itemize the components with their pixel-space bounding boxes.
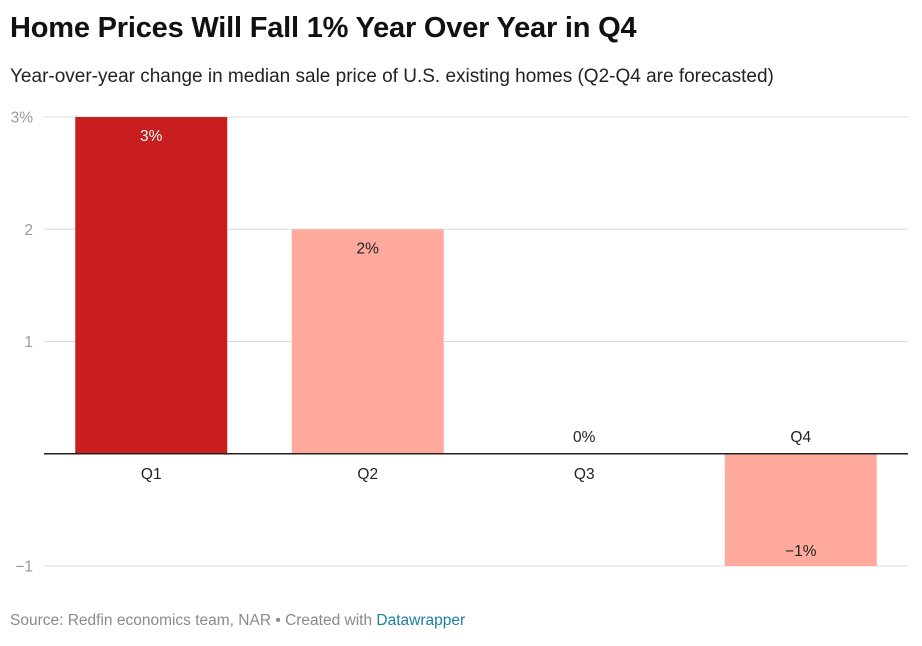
- category-label: Q3: [574, 466, 595, 483]
- bar-chart: 3% 2 1 −1 3% 2% 0% −1% Q1 Q2 Q3 Q4: [11, 110, 908, 576]
- datawrapper-link[interactable]: Datawrapper: [376, 612, 466, 629]
- y-tick-label: −1: [15, 559, 33, 576]
- bar-q4: [724, 453, 877, 566]
- y-tick-label: 2: [24, 222, 33, 239]
- y-tick-label: 3%: [11, 110, 34, 127]
- y-tick-label: 1: [24, 334, 33, 351]
- y-axis-ticks: 3% 2 1 −1: [11, 110, 34, 576]
- chart-subtitle: Year-over-year change in median sale pri…: [10, 66, 774, 87]
- data-labels: 3% 2% 0% −1%: [140, 128, 817, 560]
- category-label: Q4: [790, 429, 811, 446]
- bar-q2: [291, 229, 444, 454]
- bars: [75, 117, 877, 566]
- bar-q1: [75, 117, 228, 454]
- category-label: Q2: [357, 466, 378, 483]
- category-label: Q1: [141, 466, 162, 483]
- data-label: −1%: [785, 543, 817, 560]
- chart-title: Home Prices Will Fall 1% Year Over Year …: [10, 12, 637, 44]
- data-label: 0%: [573, 429, 596, 446]
- source-footer: Source: Redfin economics team, NAR • Cre…: [10, 612, 465, 630]
- data-label: 3%: [140, 128, 163, 145]
- x-axis-categories: Q1 Q2 Q3 Q4: [141, 429, 812, 483]
- source-text: Source: Redfin economics team, NAR • Cre…: [10, 612, 377, 629]
- data-label: 2%: [357, 240, 380, 257]
